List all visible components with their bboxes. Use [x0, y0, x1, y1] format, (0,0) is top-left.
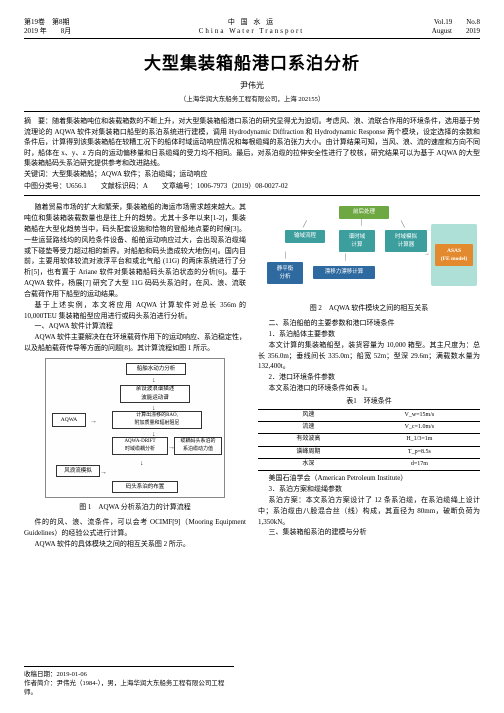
para-5: AQWA 软件的具体模块之间的相互关系图 2 所示。: [24, 539, 246, 550]
figure-2-caption: 图 2 AQWA 软件模块之间的相互关系: [258, 303, 480, 314]
keywords-text: 大型集装箱船；AQWA 软件；系泊缆绳；运动响应: [52, 170, 207, 178]
table-row: 谱峰周期T_p=8.5s: [258, 446, 480, 458]
flow1-box-8: 码头系泊的布置: [112, 481, 178, 493]
flowchart-2: 前后处理 输域流程 谱时域 计算 时域模拟 计算器 静平衡 分析 漂移力漂移计算…: [259, 206, 479, 301]
flow2-box-3: 谱时域 计算: [339, 230, 375, 252]
right-column: 前后处理 输域流程 谱时域 计算 时域模拟 计算器 静平衡 分析 漂移力漂移计算…: [258, 202, 480, 549]
table-row: 有效波高H_1/3=1m: [258, 434, 480, 446]
keywords-label: 关键词：: [24, 170, 52, 178]
table-1: 风速V_w=15m/s 流速V_c=1.0m/s 有效波高H_1/3=1m 谱峰…: [258, 409, 480, 471]
section-2-head: 二、系泊船舶的主要参数和港口环境条件: [258, 318, 480, 329]
footnote-line2: 作者简介：尹伟光（1984-），男，上海华润大东船务工程有限公司工程师。: [24, 679, 234, 697]
keywords-line: 关键词：大型集装箱船；AQWA 软件；系泊缆绳；运动响应: [24, 169, 480, 180]
section-2-3: 3．系泊方案和缆绳参数: [258, 484, 480, 495]
figure-1-caption: 图 1 AQWA 分析系泊力的计算流程: [24, 502, 246, 513]
flow2-box-7: ASAS (FE model): [435, 244, 473, 266]
flow1-box-7: 风浪流模拟: [56, 465, 100, 477]
flow1-box-1: 船舶水动力分析: [126, 363, 186, 375]
para-8: 美国石油学会（American Petroleum Institute）: [258, 473, 480, 484]
header-left-line2: 2019 年 8月: [24, 27, 71, 36]
footnote-line1: 收稿日期：2019-01-06: [24, 670, 234, 679]
header-center-line2: China Water Transport: [199, 27, 304, 36]
table-row: 流速V_c=1.0m/s: [258, 422, 480, 434]
flow2-box-4: 时域模拟 计算器: [385, 230, 427, 252]
flow2-box-6: 漂移力漂移计算: [313, 266, 375, 279]
flow1-box-2: 余设波浪谱描述 波能运动谱: [120, 385, 190, 403]
header-left-line1: 第19卷 第8期: [24, 18, 71, 27]
para-1: 随着贸易市场的扩大和繁荣，集装箱船的海运市场需求越来越大。其吨位和集装箱装载数量…: [24, 202, 246, 300]
section-2-2: 2．港口环境条件参数: [258, 372, 480, 383]
abstract-text: 摘 要：随着集装箱吨位和装载箱数的不断上升，对大型集装箱船港口系泊的研究显得尤为…: [24, 116, 480, 169]
figure-1: 船舶水动力分析 余设波浪谱描述 波能运动谱 AQWA 计算出漂移的RAO, 附加…: [24, 358, 246, 513]
table-1-caption: 表1 环境条件: [258, 396, 480, 407]
para-6: 本文计算的集装箱船型，装货容量为 10,000 箱型。其主尺度为：总长 356.…: [258, 340, 480, 373]
article-title: 大型集装箱船港口系泊分析: [24, 49, 480, 74]
page-header: 第19卷 第8期 2019 年 8月 中 国 水 运 China Water T…: [24, 18, 480, 39]
header-left: 第19卷 第8期 2019 年 8月: [24, 18, 71, 36]
abstract-label: 摘 要：: [24, 117, 52, 125]
left-column: 随着贸易市场的扩大和繁荣，集装箱船的海运市场需求越来越大。其吨位和集装箱装载数量…: [24, 202, 246, 549]
flow2-box-2: 输域流程: [285, 230, 325, 243]
para-7: 本文系泊港口的环境条件如表 1。: [258, 383, 480, 394]
flow1-box-5: AQWA-DRIFT 时域缆耦分析: [112, 437, 168, 455]
para-4: 件的的风、浪、流条件，可以会考 OCIMF[9]（Mooring Equipme…: [24, 517, 246, 539]
flow2-box-1: 前后处理: [339, 206, 389, 219]
para-3: AQWA 软件主要解决在在环境载荷作用下的运动响应、系泊稳定性，以及船舶载荷传导…: [24, 332, 246, 354]
clc: 中图分类号：U656.1: [24, 181, 87, 191]
docid: 文献标识码：A: [101, 181, 148, 191]
abstract-block: 摘 要：随着集装箱吨位和装载箱数的不断上升，对大型集装箱船港口系泊的研究显得尤为…: [24, 111, 480, 196]
section-3-head: 三、集装箱船系泊的建模与分析: [258, 527, 480, 538]
header-right: Vol.19 No.8 August 2019: [432, 18, 480, 36]
flow1-box-4: 计算出漂移的RAO, 附加质量和辐射阻尼: [112, 411, 202, 429]
header-right-line2: August 2019: [432, 27, 480, 36]
para-9: 系泊方案：本文系泊方案设计了 12 条系泊缆，在系泊缆绳上设计中；系泊缆由八股混…: [258, 495, 480, 528]
header-right-line1: Vol.19 No.8: [432, 18, 480, 27]
body-columns: 随着贸易市场的扩大和繁荣，集装箱船的海运市场需求越来越大。其吨位和集装箱装载数量…: [24, 202, 480, 549]
flow1-box-aqwa: AQWA: [52, 413, 86, 427]
section-2-1: 1．系泊船体主要参数: [258, 329, 480, 340]
table-row: 水深d=17m: [258, 458, 480, 470]
para-2: 基于上述实例，本文将应用 AQWA 计算软件对总长 356m 的 10,000T…: [24, 300, 246, 322]
author-affiliation: （上海华润大东船务工程有限公司，上海 202155）: [24, 93, 480, 103]
author-name: 尹伟光: [24, 80, 480, 91]
meta-line: 中图分类号：U656.1 文献标识码：A 文章编号：1006-7973（2019…: [24, 181, 480, 191]
flow2-box-5: 静平衡 分析: [267, 262, 303, 284]
flow1-box-6: 缆耦码头系泊的 系泊缆动力值: [174, 437, 222, 455]
artno: 文章编号：1006-7973（2019）08-0027-02: [162, 181, 288, 191]
flowchart-1: 船舶水动力分析 余设波浪谱描述 波能运动谱 AQWA 计算出漂移的RAO, 附加…: [45, 358, 225, 498]
table-row: 风速V_w=15m/s: [258, 409, 480, 421]
header-center-line1: 中 国 水 运: [199, 18, 304, 27]
section-1-head: 一、AQWA 软件计算流程: [24, 321, 246, 332]
figure-2: 前后处理 输域流程 谱时域 计算 时域模拟 计算器 静平衡 分析 漂移力漂移计算…: [258, 206, 480, 314]
header-center: 中 国 水 运 China Water Transport: [199, 18, 304, 36]
abstract-body: 随着集装箱吨位和装载箱数的不断上升，对大型集装箱船港口系泊的研究显得尤为迫切。考…: [24, 117, 480, 167]
footnote: 收稿日期：2019-01-06 作者简介：尹伟光（1984-），男，上海华润大东…: [24, 666, 234, 697]
